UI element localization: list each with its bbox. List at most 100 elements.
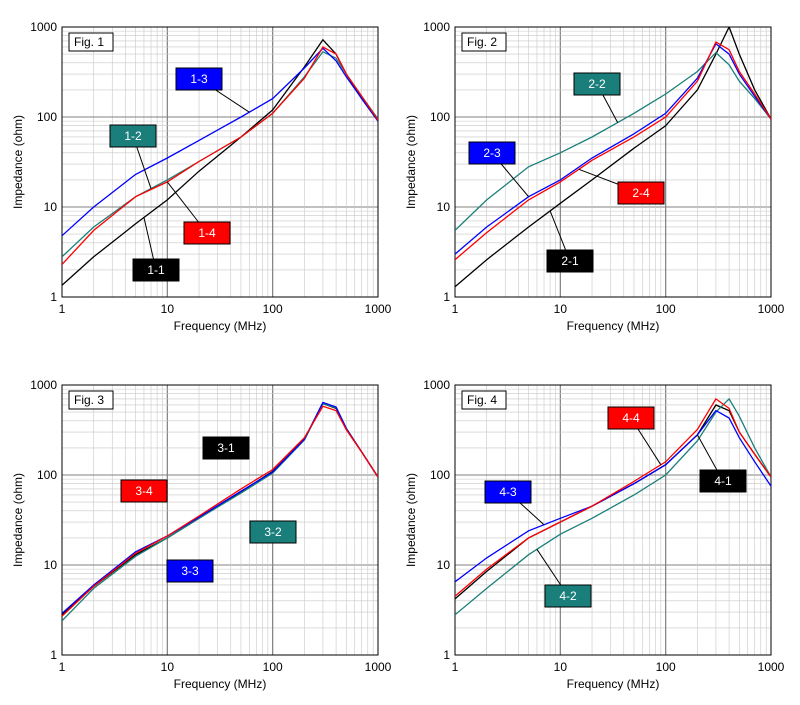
series-label: 4-2: [559, 589, 577, 603]
series-line-3-3: [62, 401, 378, 614]
x-tick-label: 1000: [365, 302, 392, 316]
chart-4: 1 10 100 1000 1 10 100 1000 Frequency (MHz) Imped…: [404, 378, 785, 691]
x-tick-label: 100: [656, 302, 676, 316]
series-label: 3-2: [264, 525, 282, 539]
series-line-1-4: [62, 46, 378, 265]
series-label: 4-4: [622, 411, 640, 425]
x-tick-label: 1: [452, 302, 459, 316]
series-label-box: [166, 559, 214, 583]
y-axis-label: Impedance (ohm): [404, 473, 418, 567]
figure-title: Fig. 3: [74, 393, 104, 407]
plot-frame: [61, 384, 379, 656]
series-label-box: [132, 258, 180, 282]
figure-title: Fig. 4: [467, 393, 497, 407]
series-label-box: [546, 249, 594, 273]
plot-frame: [61, 26, 379, 298]
series-label: 4-3: [499, 485, 517, 499]
series-line-3-4: [62, 405, 378, 617]
y-tick-label: 1000: [30, 20, 57, 34]
y-tick-label: 1: [443, 648, 450, 662]
series-label: 1-1: [147, 263, 165, 277]
series-label: 1-4: [198, 226, 216, 240]
series-label-box: [468, 141, 516, 165]
figure-title: Fig. 1: [74, 35, 104, 49]
y-tick-label: 1: [50, 290, 57, 304]
series-line-3-2: [62, 402, 378, 622]
series-label-box: [202, 436, 250, 460]
x-tick-label: 1000: [365, 660, 392, 674]
x-axis-label: Frequency (MHz): [567, 319, 660, 333]
series-line-4-2: [455, 397, 771, 616]
x-tick-label: 10: [554, 660, 568, 674]
y-tick-label: 100: [430, 468, 450, 482]
y-tick-label: 10: [44, 200, 58, 214]
figure-title-box: [461, 32, 507, 52]
grid: [61, 26, 379, 298]
y-axis-label: Impedance (ohm): [11, 473, 25, 567]
y-tick-label: 10: [437, 558, 451, 572]
x-axis-label: Frequency (MHz): [174, 677, 267, 691]
series-line-4-3: [455, 409, 771, 583]
series-label: 2-2: [588, 77, 606, 91]
series-line-2-1: [455, 27, 771, 288]
x-tick-label: 1: [59, 660, 66, 674]
y-axis-label: Impedance (ohm): [11, 115, 25, 209]
series-label-box: [175, 67, 223, 91]
chart-1: 1 10 100 1000 1 10 100 1000 Frequency (MHz) Imped…: [11, 20, 392, 333]
plot-frame: [454, 26, 772, 298]
series-label: 1-2: [124, 129, 142, 143]
series-label: 1-3: [190, 72, 208, 86]
series-label: 2-3: [483, 146, 501, 160]
series-label-box: [544, 584, 592, 608]
series-line-4-4: [455, 397, 771, 597]
series-label: 3-3: [181, 564, 199, 578]
x-tick-label: 10: [554, 302, 568, 316]
x-tick-label: 1000: [758, 660, 785, 674]
x-tick-label: 100: [263, 660, 283, 674]
series-label-box: [120, 479, 168, 503]
series-label: 2-4: [632, 186, 650, 200]
x-tick-label: 10: [161, 660, 175, 674]
series-line-2-4: [455, 41, 771, 261]
series-line-3-1: [62, 402, 378, 616]
plot-frame: [454, 384, 772, 656]
series-label: 4-1: [714, 474, 732, 488]
series-label-box: [699, 469, 747, 493]
y-tick-label: 1: [50, 648, 57, 662]
y-tick-label: 1000: [423, 20, 450, 34]
chart-2: 1 10 100 1000 1 10 100 1000 Frequency (MHz) Imped…: [404, 20, 785, 333]
y-tick-label: 100: [37, 110, 57, 124]
y-axis-label: Impedance (ohm): [404, 115, 418, 209]
x-tick-label: 1: [452, 660, 459, 674]
x-axis-label: Frequency (MHz): [174, 319, 267, 333]
figure-title-box: [68, 32, 114, 52]
x-tick-label: 1: [59, 302, 66, 316]
series-label-box: [573, 72, 621, 96]
series-line-2-2: [455, 51, 771, 231]
series-label-box: [109, 124, 157, 148]
x-tick-label: 10: [161, 302, 175, 316]
series-line-1-3: [62, 47, 378, 237]
series-label-box: [484, 480, 532, 504]
y-tick-label: 100: [37, 468, 57, 482]
series-label: 3-1: [217, 441, 235, 455]
y-tick-label: 1: [443, 290, 450, 304]
series-label: 2-1: [561, 254, 579, 268]
x-axis-label: Frequency (MHz): [567, 677, 660, 691]
series-label-box: [183, 221, 231, 245]
figure-title-box: [68, 390, 114, 410]
y-tick-label: 100: [430, 110, 450, 124]
x-tick-label: 100: [656, 660, 676, 674]
x-tick-label: 1000: [758, 302, 785, 316]
figure-title-box: [461, 390, 507, 410]
figure-title: Fig. 2: [467, 35, 497, 49]
series-label-box: [607, 406, 655, 430]
series-label-box: [249, 520, 297, 544]
y-tick-label: 1000: [423, 378, 450, 392]
grid: [61, 384, 379, 656]
y-tick-label: 1000: [30, 378, 57, 392]
chart-3: 1 10 100 1000 1 10 100 1000 Frequency (MHz) Imped…: [11, 378, 392, 691]
series-label-box: [617, 181, 665, 205]
